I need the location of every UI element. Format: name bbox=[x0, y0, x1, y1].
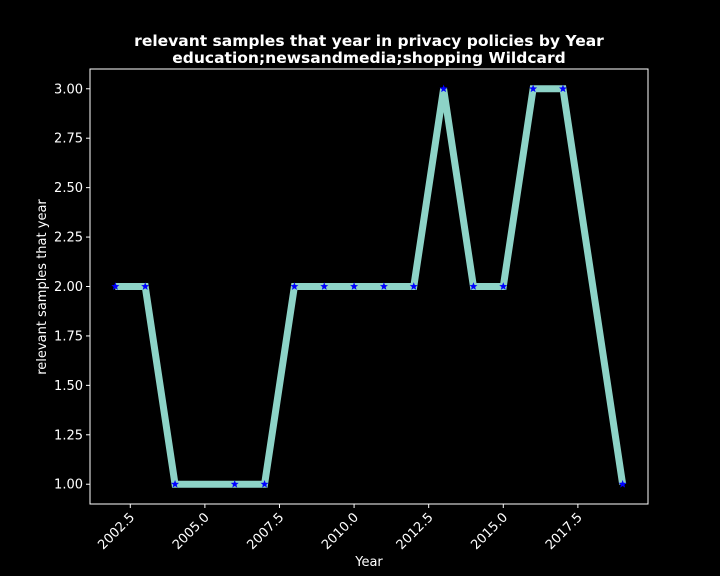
data-point-marker bbox=[469, 282, 478, 290]
data-point-marker bbox=[499, 282, 508, 290]
y-tick-label: 3.00 bbox=[54, 82, 83, 97]
data-point-marker bbox=[558, 84, 567, 93]
y-tick-label: 1.00 bbox=[54, 478, 83, 493]
data-point-marker bbox=[141, 282, 150, 290]
data-point-marker bbox=[111, 282, 120, 290]
data-point-marker bbox=[290, 282, 299, 290]
data-point-marker bbox=[409, 282, 418, 290]
data-point-marker bbox=[529, 84, 538, 93]
y-tick-label: 1.50 bbox=[54, 379, 83, 394]
y-axis-label: relevant samples that year bbox=[35, 199, 50, 375]
y-tick-label: 2.50 bbox=[54, 181, 83, 196]
data-point-marker bbox=[320, 282, 329, 290]
y-tick-label: 1.75 bbox=[54, 329, 83, 344]
y-tick-label: 2.25 bbox=[54, 231, 83, 246]
data-point-marker bbox=[379, 282, 388, 290]
x-axis-label: Year bbox=[354, 555, 383, 570]
data-point-marker bbox=[618, 480, 627, 488]
data-point-marker bbox=[230, 480, 239, 488]
data-point-marker bbox=[260, 480, 269, 488]
y-tick-label: 1.25 bbox=[54, 428, 83, 443]
chart-subtitle: education;newsandmedia;shopping Wildcard bbox=[172, 49, 565, 67]
data-point-marker bbox=[350, 282, 359, 290]
plot-frame bbox=[89, 68, 649, 505]
data-point-marker bbox=[171, 480, 180, 488]
y-tick-label: 2.00 bbox=[54, 280, 83, 295]
chart-title: relevant samples that year in privacy po… bbox=[134, 32, 604, 50]
y-tick-label: 2.75 bbox=[54, 132, 83, 147]
data-point-marker bbox=[439, 84, 448, 93]
